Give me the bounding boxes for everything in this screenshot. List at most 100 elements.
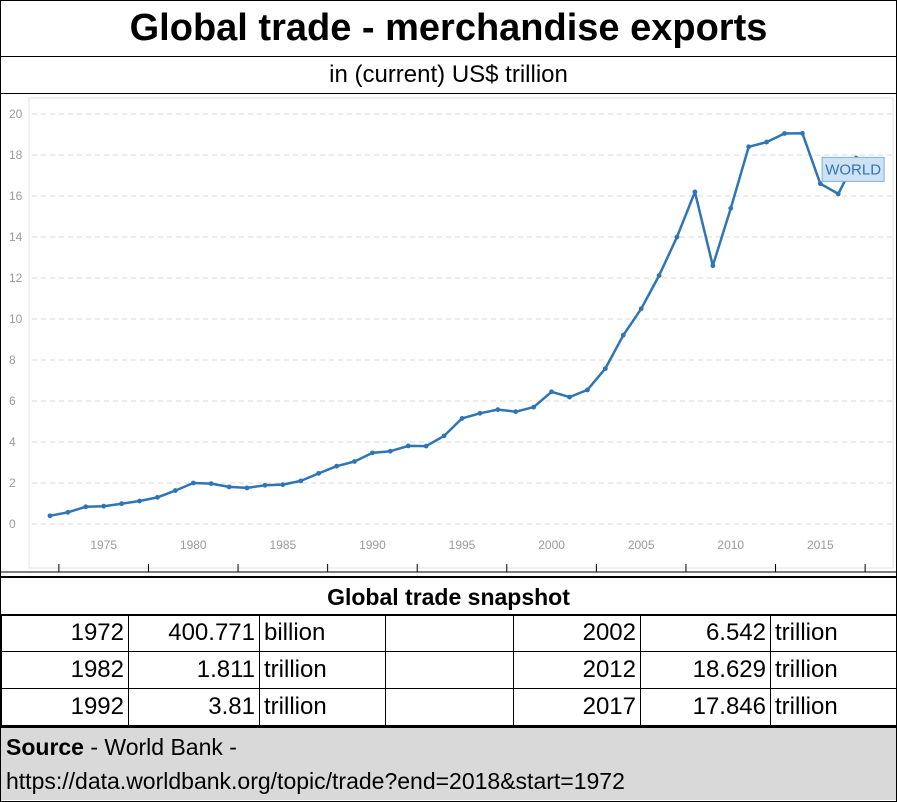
y-tick-label: 6 xyxy=(9,394,16,408)
unit-cell: trillion xyxy=(770,688,897,726)
value-cell: 3.81 xyxy=(128,688,260,726)
series-line-world xyxy=(49,132,858,518)
plot-area xyxy=(28,97,894,569)
y-tick-label: 0 xyxy=(9,517,16,531)
table-row: 1972 400.771 billion 2002 6.542 trillion xyxy=(1,614,897,652)
data-point xyxy=(746,144,752,150)
x-tick-label: 1995 xyxy=(449,538,476,552)
data-point xyxy=(620,332,626,338)
x-tick-label: 2000 xyxy=(538,538,565,552)
y-tick-label: 16 xyxy=(9,189,23,203)
data-point xyxy=(370,450,375,456)
data-point xyxy=(137,498,142,504)
data-point xyxy=(692,189,698,195)
data-point xyxy=(638,306,644,312)
y-tick-label: 20 xyxy=(9,107,23,121)
chart-subtitle: in (current) US$ trillion xyxy=(1,57,896,94)
data-point xyxy=(244,485,250,491)
data-point xyxy=(352,459,357,464)
y-tick-label: 8 xyxy=(9,353,16,367)
data-point xyxy=(83,504,89,510)
value-cell: 18.629 xyxy=(640,651,771,689)
year-cell: 1972 xyxy=(1,614,129,652)
data-point xyxy=(226,484,232,490)
spacer-cell xyxy=(385,688,514,726)
data-point xyxy=(459,416,465,421)
data-point xyxy=(280,482,286,488)
snapshot-title: Global trade snapshot xyxy=(1,576,896,616)
data-point xyxy=(495,407,501,413)
y-tick-label: 2 xyxy=(9,476,16,490)
x-tick-label: 1990 xyxy=(359,538,386,552)
data-point xyxy=(316,470,322,476)
data-point xyxy=(513,409,519,415)
data-point xyxy=(585,387,590,393)
table-row: 1982 1.811 trillion 2012 18.629 trillion xyxy=(1,651,897,689)
data-point xyxy=(710,263,716,269)
year-cell: 1982 xyxy=(1,651,129,689)
chart-title: Global trade - merchandise exports xyxy=(1,1,896,57)
data-point xyxy=(835,191,841,197)
unit-cell: trillion xyxy=(259,651,386,689)
data-point xyxy=(602,366,608,372)
data-point xyxy=(441,433,447,439)
data-point xyxy=(298,478,304,484)
line-chart: 0 2 4 6 8 10 12 14 16 18 20 1975 1980 1985 1990 1995 20… xyxy=(1,94,896,574)
year-cell: 2012 xyxy=(513,651,641,689)
data-point xyxy=(800,130,805,136)
data-point xyxy=(190,480,196,486)
value-cell: 1.811 xyxy=(128,651,260,689)
data-point xyxy=(477,410,483,416)
unit-cell: billion xyxy=(259,614,386,652)
data-point xyxy=(405,443,411,449)
data-point xyxy=(674,234,680,240)
year-cell: 2017 xyxy=(513,688,641,726)
table-row: 1992 3.81 trillion 2017 17.846 trillion xyxy=(1,688,897,726)
spacer-cell xyxy=(385,614,514,652)
data-point xyxy=(531,404,537,410)
data-point xyxy=(119,501,124,507)
data-point xyxy=(208,481,214,487)
x-tick-label: 1985 xyxy=(269,538,296,552)
snapshot-table: 1972 400.771 billion 2002 6.542 trillion… xyxy=(1,614,897,726)
y-tick-label: 10 xyxy=(9,312,23,326)
unit-cell: trillion xyxy=(770,614,897,652)
series-label-world: WORLD xyxy=(825,161,881,178)
chart-svg: 0 2 4 6 8 10 12 14 16 18 20 1975 1980 1985 1990 1995 20… xyxy=(1,97,896,573)
source-label: Source xyxy=(6,734,84,760)
data-point xyxy=(549,389,554,395)
data-point xyxy=(47,513,53,519)
year-cell: 1992 xyxy=(1,688,129,726)
data-point xyxy=(764,139,769,145)
source-url[interactable]: https://data.worldbank.org/topic/trade?e… xyxy=(6,768,625,794)
x-tick-label: 2005 xyxy=(628,538,655,552)
spacer-cell xyxy=(385,651,514,689)
value-cell: 6.542 xyxy=(640,614,771,652)
y-tick-label: 14 xyxy=(9,230,23,244)
data-point xyxy=(65,509,71,515)
series-label-box xyxy=(821,156,885,182)
unit-cell: trillion xyxy=(770,651,897,689)
data-point xyxy=(728,205,734,211)
data-point xyxy=(155,494,160,500)
x-tick-label: 1975 xyxy=(90,538,117,552)
unit-cell: trillion xyxy=(259,688,386,726)
value-cell: 17.846 xyxy=(640,688,771,726)
data-point xyxy=(656,273,662,278)
data-point xyxy=(817,181,823,187)
value-cell: 400.771 xyxy=(128,614,260,652)
y-tick-label: 12 xyxy=(9,271,23,285)
year-cell: 2002 xyxy=(513,614,641,652)
source-text: - World Bank - xyxy=(83,734,237,760)
source-note: Source - World Bank - https://data.world… xyxy=(1,726,896,800)
data-point xyxy=(423,443,429,449)
data-point xyxy=(567,394,572,400)
data-point xyxy=(334,463,339,469)
data-point xyxy=(782,131,787,136)
y-tick-label: 18 xyxy=(9,148,23,162)
x-tick-label: 2010 xyxy=(717,538,744,552)
data-point xyxy=(387,448,393,454)
data-point xyxy=(172,488,178,493)
x-tick-label: 1980 xyxy=(180,538,207,552)
y-tick-label: 4 xyxy=(9,435,16,449)
